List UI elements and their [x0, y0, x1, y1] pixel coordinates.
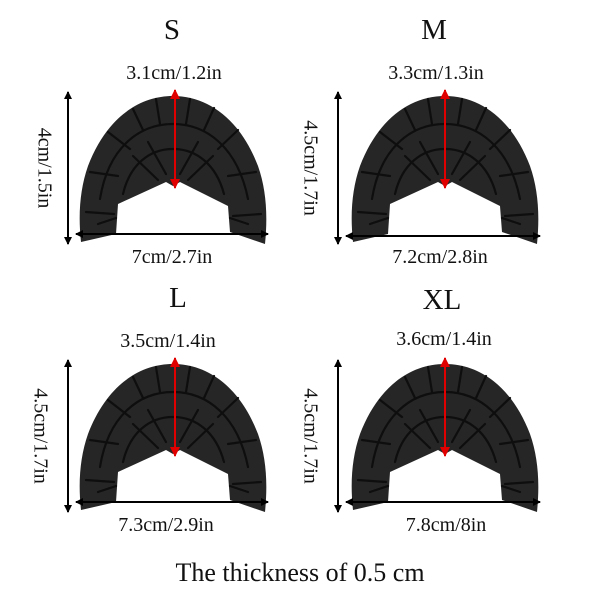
size-label: L — [169, 282, 187, 314]
size-label: XL — [422, 284, 462, 316]
bottom-width-label: 7.8cm/8in — [405, 514, 487, 536]
height-label: 4.5cm/1.7in — [29, 388, 52, 484]
height-label: 4.5cm/1.7in — [299, 120, 322, 216]
bottom-width-label: 7cm/2.7in — [131, 246, 213, 268]
bottom-width-label: 7.3cm/2.9in — [118, 514, 214, 536]
size-label: S — [163, 14, 181, 46]
size-panel-s: S 3.1cm/1.2in 4cm/1.5in 7cm/2.7in — [0, 0, 300, 270]
heel-sole-image — [78, 94, 268, 246]
size-panel-l: L 3.5cm/1.4in 4.5cm/1.7in 7.3cm/2.9in — [0, 268, 300, 538]
sole-diagram — [64, 357, 269, 514]
height-label: 4.5cm/1.7in — [299, 388, 322, 484]
top-width-label: 3.5cm/1.4in — [120, 330, 216, 352]
top-width-label: 3.6cm/1.4in — [396, 328, 492, 350]
height-label: 4cm/1.5in — [33, 127, 56, 209]
top-width-label: 3.1cm/1.2in — [126, 62, 222, 84]
sole-diagram — [334, 89, 541, 246]
bottom-width-label: 7.2cm/2.8in — [392, 246, 488, 268]
top-width-label: 3.3cm/1.3in — [388, 62, 484, 84]
sole-diagram — [334, 357, 541, 514]
size-panel-xl: XL 3.6cm/1.4in 4.5cm/1.7in 7.8cm/8in — [272, 268, 572, 538]
size-panel-m: M 3.3cm/1.3in 4.5cm/1.7in 7.2cm/2.8in — [272, 0, 572, 270]
heel-sole-image — [78, 362, 268, 514]
size-label: M — [421, 14, 447, 46]
thickness-caption: The thickness of 0.5 cm — [175, 558, 425, 587]
sole-diagram — [64, 89, 269, 246]
